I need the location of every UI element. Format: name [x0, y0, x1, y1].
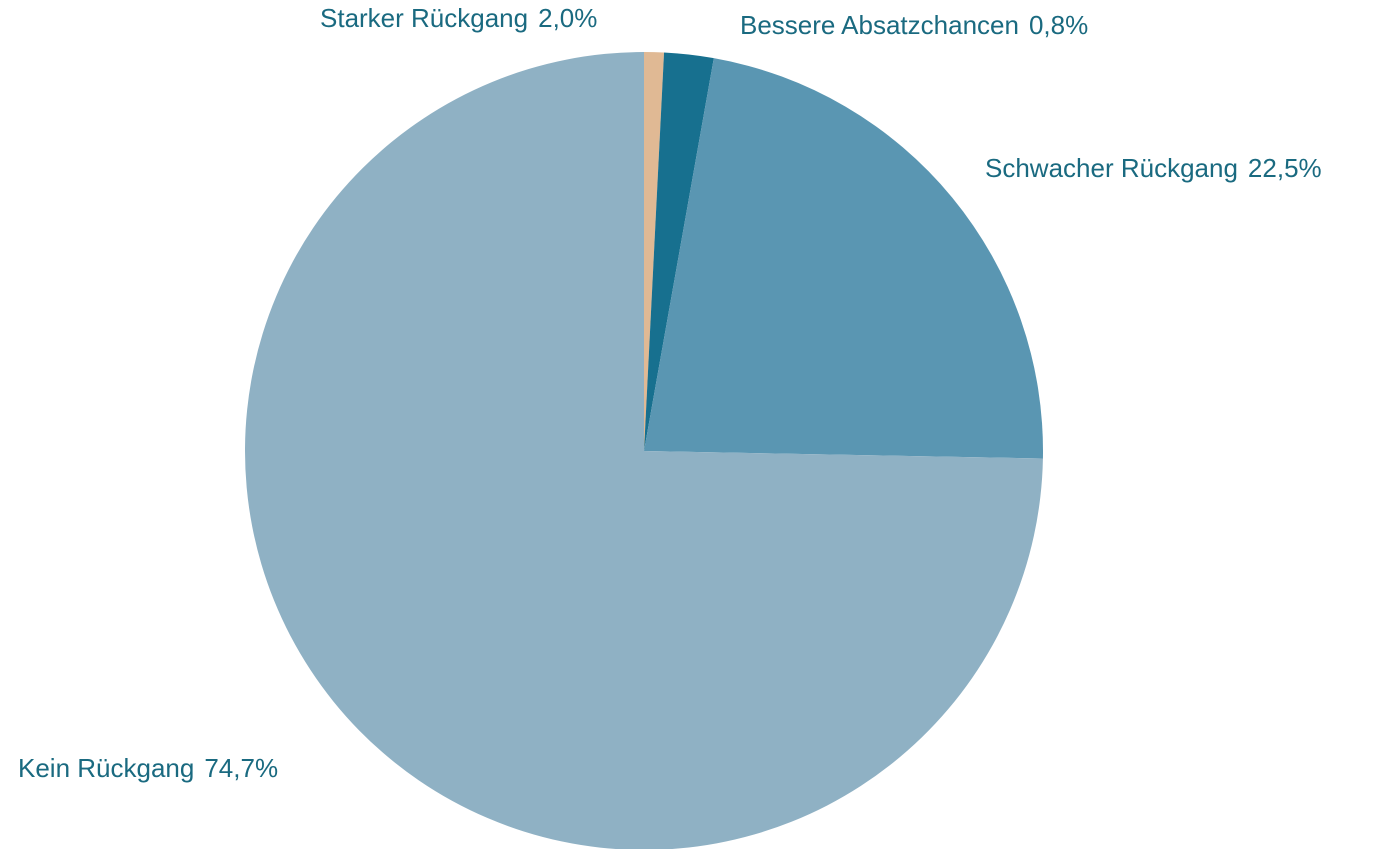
slice-label-name: Kein Rückgang [18, 753, 194, 783]
slice-label-name: Schwacher Rückgang [985, 153, 1238, 183]
slice-label-value: 74,7% [204, 753, 278, 783]
slice-label-name: Starker Rückgang [320, 3, 528, 33]
pie-slice [245, 52, 1043, 849]
slice-label-name: Bessere Absatzchancen [740, 10, 1019, 40]
slice-label: Kein Rückgang 74,7% [18, 753, 278, 783]
slice-label-value: 0,8% [1029, 10, 1088, 40]
slice-label: Schwacher Rückgang 22,5% [985, 153, 1322, 183]
slice-label-value: 22,5% [1248, 153, 1322, 183]
slice-label-value: 2,0% [538, 3, 597, 33]
pie-slice [644, 52, 665, 451]
slice-label: Starker Rückgang 2,0% [320, 3, 597, 33]
slice-label: Bessere Absatzchancen 0,8% [740, 10, 1088, 40]
pie-slice [644, 58, 1043, 459]
pie-slice [644, 52, 714, 451]
